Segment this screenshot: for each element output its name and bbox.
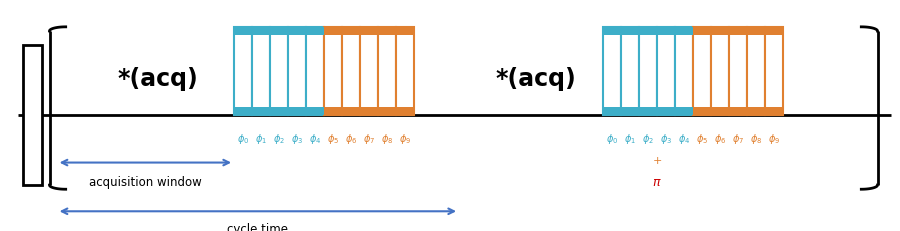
Bar bbox=[675, 28, 693, 116]
Bar bbox=[693, 28, 783, 36]
Bar bbox=[378, 28, 396, 116]
Bar bbox=[603, 108, 693, 116]
Bar bbox=[621, 28, 639, 116]
Text: $\phi_9$: $\phi_9$ bbox=[399, 132, 411, 146]
Text: $\phi_4$: $\phi_4$ bbox=[309, 132, 321, 146]
Bar bbox=[324, 28, 414, 36]
Text: $\phi_6$: $\phi_6$ bbox=[345, 132, 357, 146]
Text: $\phi_5$: $\phi_5$ bbox=[327, 132, 339, 146]
Text: $\phi_6$: $\phi_6$ bbox=[714, 132, 726, 146]
Bar bbox=[729, 28, 747, 116]
Text: $\phi_1$: $\phi_1$ bbox=[255, 132, 267, 146]
Bar bbox=[324, 108, 414, 116]
Text: $\phi_4$: $\phi_4$ bbox=[678, 132, 690, 146]
Text: $\phi_1$: $\phi_1$ bbox=[624, 132, 636, 146]
Text: $\phi_8$: $\phi_8$ bbox=[381, 132, 393, 146]
Text: $\phi_3$: $\phi_3$ bbox=[291, 132, 303, 146]
Bar bbox=[252, 28, 270, 116]
Text: $\phi_8$: $\phi_8$ bbox=[750, 132, 762, 146]
Bar bbox=[711, 28, 729, 116]
Bar bbox=[639, 28, 657, 116]
Bar bbox=[396, 28, 414, 116]
Bar bbox=[234, 108, 324, 116]
Text: *(acq): *(acq) bbox=[495, 67, 576, 91]
Text: acquisition window: acquisition window bbox=[89, 175, 202, 188]
Text: $\phi_5$: $\phi_5$ bbox=[696, 132, 708, 146]
Bar bbox=[288, 28, 306, 116]
Bar bbox=[603, 28, 621, 116]
Text: $\pi$: $\pi$ bbox=[652, 175, 662, 188]
Text: $\phi_2$: $\phi_2$ bbox=[642, 132, 654, 146]
Text: $\phi_0$: $\phi_0$ bbox=[606, 132, 618, 146]
Bar bbox=[693, 28, 711, 116]
Text: $\phi_0$: $\phi_0$ bbox=[237, 132, 249, 146]
Bar bbox=[234, 28, 252, 116]
Text: $\phi_2$: $\phi_2$ bbox=[273, 132, 285, 146]
Bar bbox=[234, 28, 324, 36]
Text: $\phi_9$: $\phi_9$ bbox=[768, 132, 780, 146]
Bar bbox=[342, 28, 360, 116]
Bar bbox=[603, 28, 693, 36]
Text: +: + bbox=[652, 155, 662, 166]
Text: $\phi_3$: $\phi_3$ bbox=[660, 132, 672, 146]
Bar bbox=[306, 28, 324, 116]
Text: cycle time: cycle time bbox=[228, 222, 288, 231]
Text: *(acq): *(acq) bbox=[117, 67, 198, 91]
Bar bbox=[22, 46, 42, 185]
Bar bbox=[765, 28, 783, 116]
Text: $\phi_7$: $\phi_7$ bbox=[732, 132, 744, 146]
Bar bbox=[693, 108, 783, 116]
Bar bbox=[270, 28, 288, 116]
Bar bbox=[324, 28, 342, 116]
Bar bbox=[360, 28, 378, 116]
Bar bbox=[657, 28, 675, 116]
Bar bbox=[747, 28, 765, 116]
Text: $\phi_7$: $\phi_7$ bbox=[363, 132, 375, 146]
